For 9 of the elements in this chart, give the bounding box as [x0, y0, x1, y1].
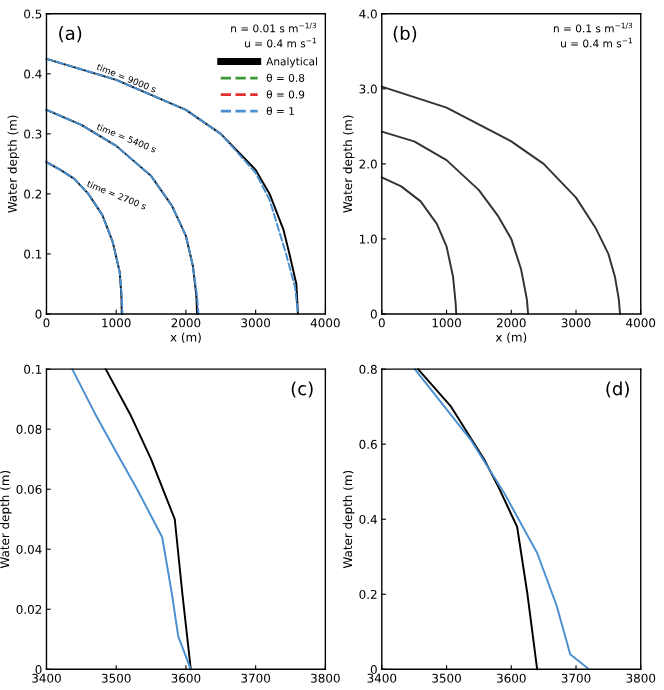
line-series	[380, 176, 458, 315]
line-series	[380, 85, 622, 315]
text: (c)	[291, 381, 313, 398]
text: (d)	[606, 381, 629, 398]
line-series	[413, 368, 590, 671]
text: (b)	[393, 26, 417, 43]
line-series	[71, 368, 192, 671]
line-series	[380, 130, 530, 315]
text: (a)	[59, 26, 82, 43]
